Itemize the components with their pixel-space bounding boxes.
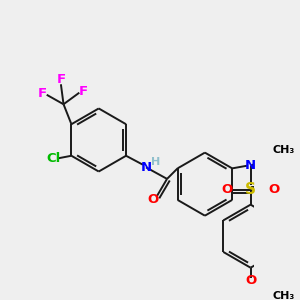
Text: CH₃: CH₃ xyxy=(273,291,295,300)
Text: N: N xyxy=(140,161,152,174)
Text: O: O xyxy=(245,274,256,287)
Text: O: O xyxy=(268,183,279,196)
Text: S: S xyxy=(245,182,256,197)
Text: F: F xyxy=(56,73,65,85)
Text: N: N xyxy=(245,159,256,172)
Text: CH₃: CH₃ xyxy=(273,145,295,155)
Text: F: F xyxy=(78,85,88,98)
Text: H: H xyxy=(152,157,160,167)
Text: O: O xyxy=(222,183,233,196)
Text: O: O xyxy=(148,194,159,206)
Text: F: F xyxy=(38,87,46,100)
Text: Cl: Cl xyxy=(46,152,61,165)
